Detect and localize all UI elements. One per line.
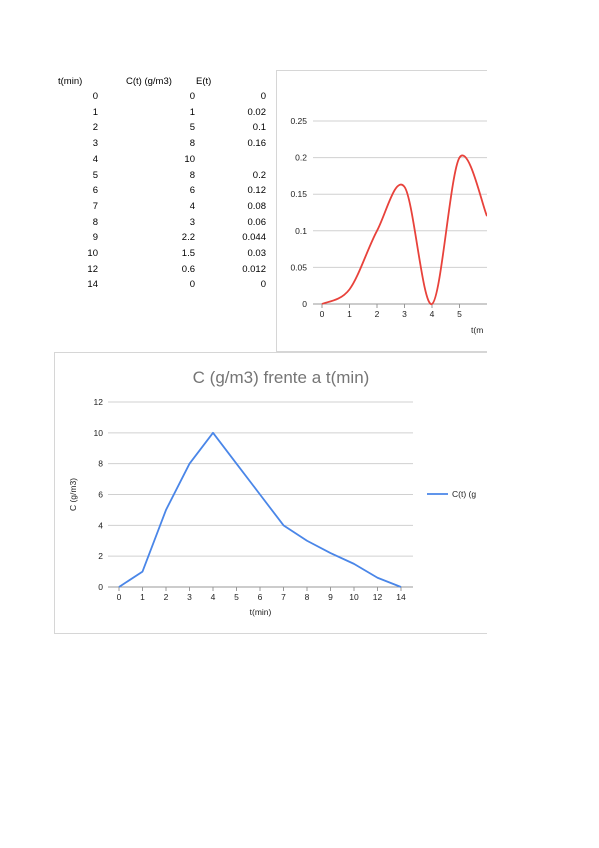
y-tick-label: 0.2: [295, 153, 307, 163]
header-t: t(min): [58, 76, 83, 87]
table-cell: 7: [92, 200, 98, 212]
table-cell: 0.16: [247, 138, 267, 150]
table-cell: 4: [92, 153, 98, 165]
table-cell: 1: [92, 106, 98, 118]
x-tick-label: 0: [117, 592, 122, 602]
x-tick-label: 3: [402, 309, 407, 319]
x-tick-label: 1: [347, 309, 352, 319]
y-tick-label: 6: [98, 490, 103, 500]
table-cell: 9: [92, 232, 98, 244]
table-cell: 8: [92, 216, 98, 228]
table-cell: 0.044: [242, 232, 266, 244]
y-tick-label: 8: [98, 459, 103, 469]
table-cell: 1.5: [181, 248, 195, 259]
x-tick-label: 5: [457, 309, 462, 319]
table-cell: 0.2: [252, 169, 266, 181]
table-cell: 0.1: [252, 122, 266, 134]
y-tick-label: 0: [98, 582, 103, 592]
table-cell: 0.03: [247, 248, 267, 259]
legend-label: C(t) (g: [452, 489, 476, 499]
table-cell: 0: [92, 91, 98, 102]
x-tick-label: 2: [375, 309, 380, 319]
y-tick-label: 12: [94, 397, 104, 407]
table-cell: 12: [87, 263, 98, 275]
table-cell: 6: [92, 185, 98, 197]
table-cell: 6: [189, 185, 195, 197]
x-tick-label: 1: [140, 592, 145, 602]
x-tick-label: 10: [349, 592, 359, 602]
x-tick-label: 12: [373, 592, 383, 602]
table-cell: 0.02: [247, 106, 267, 118]
table-cell: 0.08: [247, 200, 267, 212]
x-tick-label: 7: [281, 592, 286, 602]
y-tick-label: 0: [302, 299, 307, 309]
y-tick-label: 0.05: [290, 262, 307, 272]
chart-title: C (g/m3) frente a t(min): [193, 368, 370, 387]
table-cell: 0: [260, 91, 266, 102]
series-line-e: [321, 154, 488, 305]
table-cell: 8: [189, 138, 195, 150]
table-cell: 3: [92, 138, 98, 150]
x-tick-label: 5: [234, 592, 239, 602]
x-tick-label: 8: [305, 592, 310, 602]
e-chart: 0 0.05 0.1 0.15 0.2 0.25 0 1 2 3 4 5 t(m: [290, 116, 488, 335]
y-tick-label: 2: [98, 551, 103, 561]
table-cell: 0: [189, 279, 195, 291]
table-cell: 1: [189, 106, 195, 118]
table-cell: 2: [92, 122, 98, 134]
x-axis-label: t(m: [471, 325, 483, 335]
table-cell: 10: [87, 248, 98, 259]
y-tick-label: 0.15: [290, 189, 307, 199]
x-tick-label: 9: [328, 592, 333, 602]
y-axis-label: C (g/m3): [68, 478, 78, 511]
table-cell: 2.2: [181, 232, 195, 244]
y-tick-label: 0.1: [295, 226, 307, 236]
table-cell: 0: [260, 279, 266, 291]
chart-panel-e: 0 0.05 0.1 0.15 0.2 0.25 0 1 2 3 4 5 t(m: [276, 70, 488, 352]
table-cell: 10: [184, 153, 195, 165]
table-cell: 5: [189, 122, 195, 134]
table-cell: 0.06: [247, 216, 267, 228]
chart-panel-c: C (g/m3) frente a t(min) 0 2 4 6 8 10 12 0 1 2 3 4 5 6…: [54, 352, 487, 634]
header-c: C(t) (g/m3): [126, 76, 172, 87]
series-line-c: [118, 431, 402, 588]
x-tick-label: 4: [211, 592, 216, 602]
y-tick-label: 4: [98, 520, 103, 530]
header-e: E(t): [196, 76, 212, 87]
x-tick-label: 6: [258, 592, 263, 602]
table-cell: 4: [189, 200, 195, 212]
x-tick-label: 0: [320, 309, 325, 319]
x-tick-label: 4: [430, 309, 435, 319]
x-tick-label: 3: [187, 592, 192, 602]
x-axis-label: t(min): [250, 607, 272, 617]
table-cell: 5: [92, 169, 98, 181]
table-cell: 0: [189, 91, 195, 102]
table-cell: 8: [189, 169, 195, 181]
y-tick-label: 0.25: [290, 116, 307, 126]
x-tick-label: 2: [164, 592, 169, 602]
y-tick-label: 10: [94, 428, 104, 438]
table-cell: 0.012: [242, 263, 266, 275]
table-cell: 0.6: [181, 263, 195, 275]
table-cell: 14: [87, 279, 98, 291]
table-cell: 0.12: [247, 185, 267, 197]
table-cell: 3: [189, 216, 195, 228]
x-tick-label: 14: [396, 592, 406, 602]
